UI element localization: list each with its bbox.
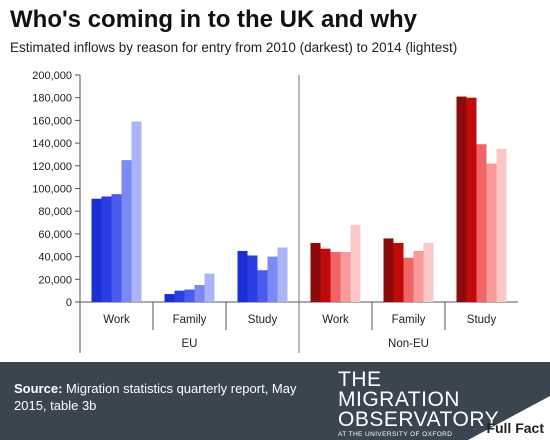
source-text: Migration statistics quarterly report, M… (14, 381, 297, 413)
y-tick-label: 80,000 (38, 206, 72, 218)
bar-eu-family-2012 (184, 289, 195, 302)
y-tick-label: 120,000 (32, 161, 72, 173)
category-label: Work (103, 314, 130, 326)
source-label: Source: (14, 381, 63, 396)
group-label: Non-EU (388, 338, 429, 350)
bar-non-eu-work-2012 (330, 252, 341, 302)
bar-non-eu-work-2011 (320, 248, 331, 302)
category-label: Study (467, 314, 497, 326)
bar-eu-study-2010 (237, 250, 248, 302)
bar-non-eu-study-2011 (466, 97, 477, 302)
bar-eu-work-2011 (101, 196, 112, 302)
y-tick-label: 160,000 (32, 115, 72, 127)
y-tick-label: 140,000 (32, 138, 72, 150)
category-label: Study (248, 314, 278, 326)
bar-eu-family-2014 (204, 273, 215, 302)
bar-non-eu-study-2012 (476, 144, 487, 302)
bar-non-eu-family-2011 (393, 242, 404, 302)
logo-line-4: AT THE UNIVERSITY OF OXFORD (338, 431, 453, 438)
bar-non-eu-work-2010 (310, 242, 321, 302)
bar-eu-family-2013 (194, 284, 205, 302)
bar-eu-work-2014 (131, 121, 142, 302)
y-tick-label: 100,000 (32, 184, 72, 196)
y-tick-label: 0 (66, 297, 72, 309)
full-fact-logo-shape (468, 396, 550, 440)
bar-non-eu-study-2013 (486, 163, 497, 302)
bar-eu-study-2014 (277, 247, 288, 302)
bar-non-eu-work-2013 (340, 252, 351, 302)
bar-eu-work-2012 (111, 194, 122, 302)
footer: Source: Migration statistics quarterly r… (0, 362, 550, 440)
bar-eu-study-2012 (257, 270, 268, 302)
bar-non-eu-study-2014 (496, 148, 507, 302)
bar-eu-study-2011 (247, 255, 258, 302)
migration-observatory-logo: THE MIGRATION OBSERVATORY AT THE UNIVERS… (338, 368, 500, 439)
bar-eu-family-2011 (174, 290, 185, 302)
bar-eu-work-2013 (121, 160, 132, 302)
category-label: Family (173, 314, 207, 326)
bar-non-eu-family-2013 (413, 250, 424, 302)
y-tick-label: 60,000 (38, 229, 72, 241)
bar-eu-family-2010 (164, 294, 175, 302)
bar-non-eu-family-2014 (423, 242, 434, 302)
logo-line-1: THE (338, 368, 382, 391)
source-note: Source: Migration statistics quarterly r… (14, 380, 314, 414)
bar-eu-work-2010 (91, 198, 102, 302)
chart-subtitle: Estimated inflows by reason for entry fr… (10, 40, 458, 55)
category-label: Family (392, 314, 426, 326)
bar-non-eu-family-2012 (403, 257, 414, 302)
bar-non-eu-work-2014 (350, 224, 361, 302)
y-tick-label: 20,000 (38, 274, 72, 286)
category-label: Work (322, 314, 349, 326)
logo-line-2: MIGRATION (338, 388, 460, 411)
logo-line-3: OBSERVATORY (338, 408, 500, 431)
full-fact-logo: Full Fact (468, 396, 550, 440)
y-tick-label: 200,000 (32, 70, 72, 82)
y-tick-label: 180,000 (32, 93, 72, 105)
full-fact-text: Full Fact (486, 420, 544, 436)
chart-title: Who's coming in to the UK and why (10, 6, 418, 33)
bar-eu-study-2013 (267, 256, 278, 302)
bar-non-eu-family-2010 (383, 238, 394, 302)
bar-chart: 0 20,000 40,000 60,000 80,000 100,000 120,000 1… (32, 70, 518, 353)
y-tick-label: 40,000 (38, 252, 72, 264)
group-label: EU (182, 338, 198, 350)
bar-non-eu-study-2010 (456, 96, 467, 302)
